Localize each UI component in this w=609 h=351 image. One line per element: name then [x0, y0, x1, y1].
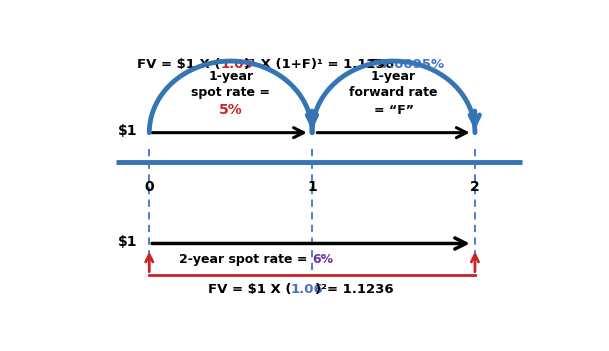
Text: 1: 1	[307, 180, 317, 194]
Text: $1: $1	[118, 124, 138, 138]
Text: 0: 0	[144, 180, 154, 194]
Text: 7.0095%: 7.0095%	[381, 58, 445, 71]
Text: FV = $1 X (: FV = $1 X (	[208, 283, 292, 296]
Text: 1-year: 1-year	[371, 70, 416, 83]
Text: = “F”: = “F”	[373, 104, 414, 117]
Text: 1.05: 1.05	[220, 58, 253, 71]
Text: 2-year spot rate =: 2-year spot rate =	[179, 253, 312, 266]
Text: 1.06: 1.06	[291, 283, 323, 296]
Text: 2: 2	[470, 180, 480, 194]
Text: )²= 1.1236: )²= 1.1236	[315, 283, 393, 296]
Text: )¹ X (1+F)¹ = 1.1236: )¹ X (1+F)¹ = 1.1236	[244, 58, 394, 71]
Text: 5%: 5%	[219, 103, 242, 117]
Text: $1: $1	[118, 235, 138, 249]
Text: 1-year: 1-year	[208, 70, 253, 83]
Text: FV = $1 X (: FV = $1 X (	[138, 58, 221, 71]
Text: F=: F=	[369, 58, 389, 71]
Text: spot rate =: spot rate =	[191, 86, 270, 99]
Text: forward rate: forward rate	[350, 86, 438, 99]
Text: 6%: 6%	[312, 253, 333, 266]
